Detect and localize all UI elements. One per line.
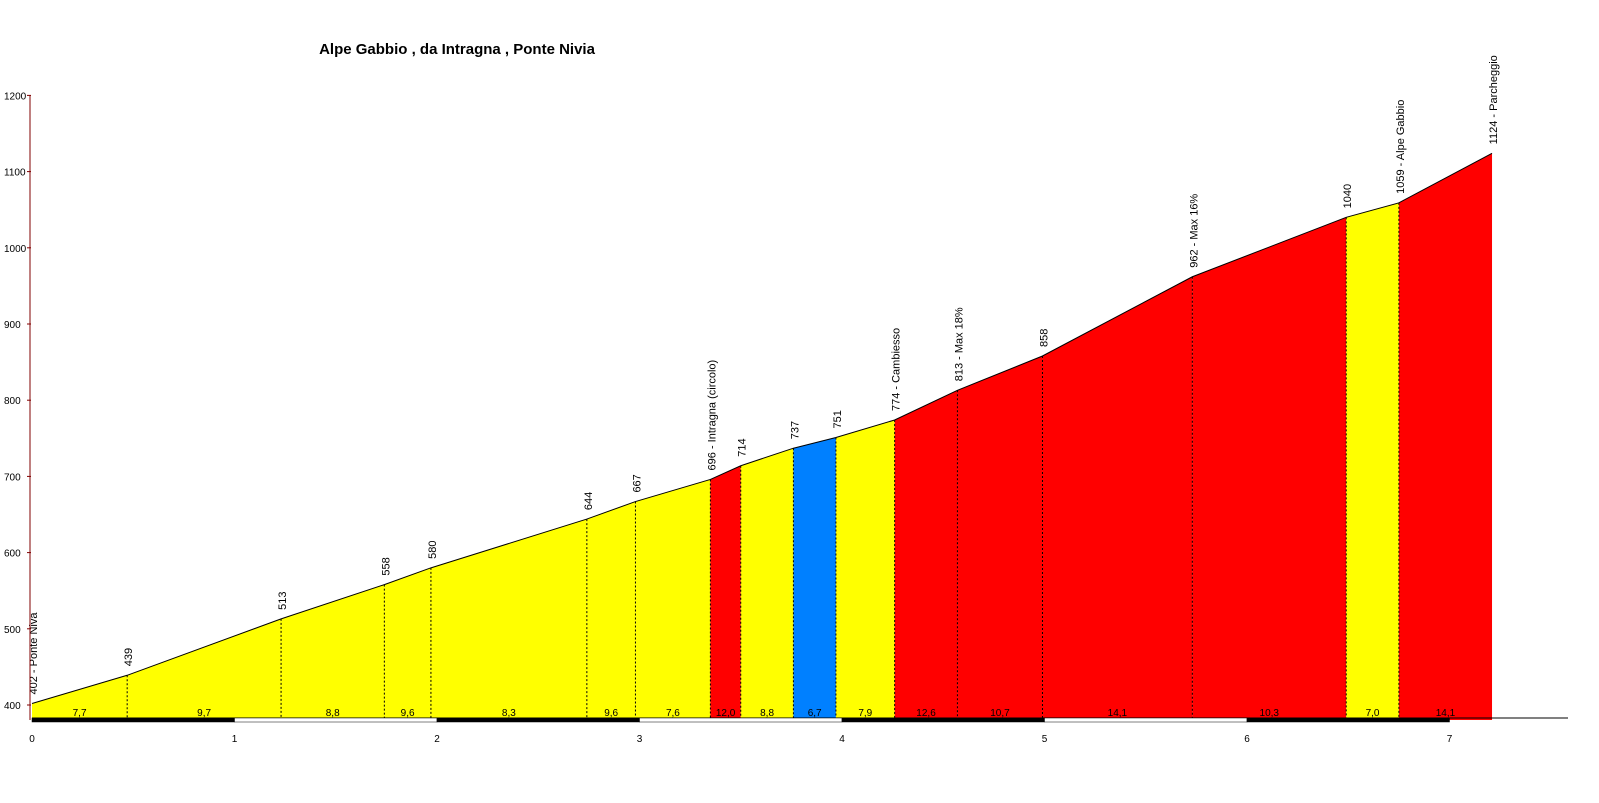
x-tick-label: 1 <box>232 734 238 745</box>
y-axis: 400 500 600 700 800 900 1000 1100 1200 <box>4 91 31 720</box>
segment-area <box>710 465 741 720</box>
km-bar-block <box>1044 717 1248 723</box>
elevation-label: 737 <box>789 421 801 439</box>
x-tick-label: 7 <box>1447 734 1453 745</box>
y-tick-label: 800 <box>4 396 21 407</box>
y-tick-label: 1000 <box>4 244 27 255</box>
segment-area <box>894 390 958 720</box>
gradient-label: 9,6 <box>604 708 618 719</box>
segment-area <box>635 479 711 720</box>
gradient-label: 8,3 <box>502 708 516 719</box>
segment-area <box>430 519 587 720</box>
elevation-label: 580 <box>427 540 439 558</box>
segment-area <box>281 584 385 720</box>
elevation-label: 1124 - Parcheggio <box>1488 55 1500 144</box>
x-tick-label: 3 <box>637 734 643 745</box>
km-bar-block <box>841 717 1045 723</box>
segment-area <box>835 420 895 720</box>
gradient-label: 14,1 <box>1436 708 1456 719</box>
elevation-label: 813 - Max 18% <box>953 307 965 381</box>
x-tick-label: 4 <box>839 734 845 745</box>
km-scale-bar <box>31 717 1568 723</box>
segment-area <box>32 675 128 720</box>
gradient-label: 9,7 <box>197 708 211 719</box>
x-tick-label: 6 <box>1244 734 1250 745</box>
gradient-label: 7,0 <box>1366 708 1380 719</box>
x-tick-label: 0 <box>29 734 35 745</box>
x-tick-label: 5 <box>1042 734 1048 745</box>
gradient-label: 6,7 <box>808 708 822 719</box>
gradient-label: 9,6 <box>401 708 415 719</box>
segment-area <box>1346 202 1399 721</box>
segment-area <box>384 567 431 720</box>
elevation-label: 513 <box>277 592 289 610</box>
elevation-label: 962 - Max 16% <box>1188 194 1200 268</box>
segment-area <box>740 448 794 720</box>
segment-area <box>957 356 1043 720</box>
segment-area <box>793 437 836 720</box>
y-tick-label: 400 <box>4 701 21 712</box>
elevation-label: 402 - Ponte Niva <box>28 612 40 695</box>
y-tick-label: 700 <box>4 472 21 483</box>
gradient-label: 12,0 <box>716 708 736 719</box>
gradient-label: 14,1 <box>1108 708 1128 719</box>
gradient-label: 8,8 <box>326 708 340 719</box>
elevation-labels: 402 - Ponte Niva 439 513 558 580 644 667 696 - … <box>28 55 1500 694</box>
y-tick-label: 1100 <box>4 168 26 179</box>
gradient-label: 10,7 <box>990 708 1010 719</box>
segment-area <box>1192 217 1347 720</box>
elevation-label: 1059 - Alpe Gabbio <box>1395 100 1407 194</box>
gradient-label: 7,7 <box>73 708 87 719</box>
segment-dividers <box>126 202 1400 720</box>
elevation-label: 1040 <box>1342 184 1354 208</box>
x-tick-label: 2 <box>434 734 440 745</box>
segment-area <box>1042 276 1193 720</box>
elevation-label: 644 <box>583 492 595 510</box>
y-tick-label: 500 <box>4 625 21 636</box>
gradient-labels: 7,7 9,7 8,8 9,6 8,3 9,6 7,6 12,0 8,8 6,7 7,9 12,6 10… <box>73 708 1456 719</box>
gradient-label: 8,8 <box>760 708 774 719</box>
chart-title: Alpe Gabbio , da Intragna , Ponte Nivia <box>319 41 596 58</box>
elevation-label: 439 <box>123 648 135 666</box>
gradient-label: 7,6 <box>666 708 680 719</box>
elevation-label: 751 <box>832 410 844 428</box>
x-axis: 0 1 2 3 4 5 6 7 <box>29 734 1453 745</box>
gradient-label: 12,6 <box>916 708 936 719</box>
segment-areas <box>32 153 1493 721</box>
elevation-label: 714 <box>737 438 749 456</box>
elevation-label: 858 <box>1038 329 1050 347</box>
elevation-label: 667 <box>631 474 643 492</box>
gradient-label: 7,9 <box>858 708 872 719</box>
km-bar-block <box>1246 717 1450 723</box>
y-tick-label: 600 <box>4 549 21 560</box>
segment-area <box>1398 153 1493 720</box>
segment-area <box>586 501 636 720</box>
elevation-label: 696 - Intragna (circolo) <box>706 360 718 471</box>
gradient-label: 10,3 <box>1260 708 1280 719</box>
y-tick-label: 900 <box>4 320 21 331</box>
elevation-label: 774 - Cambiesso <box>891 328 903 411</box>
segment-area <box>127 618 282 720</box>
elevation-label: 558 <box>380 557 392 575</box>
profile-line <box>31 152 1493 704</box>
y-tick-label: 1200 <box>4 91 27 102</box>
